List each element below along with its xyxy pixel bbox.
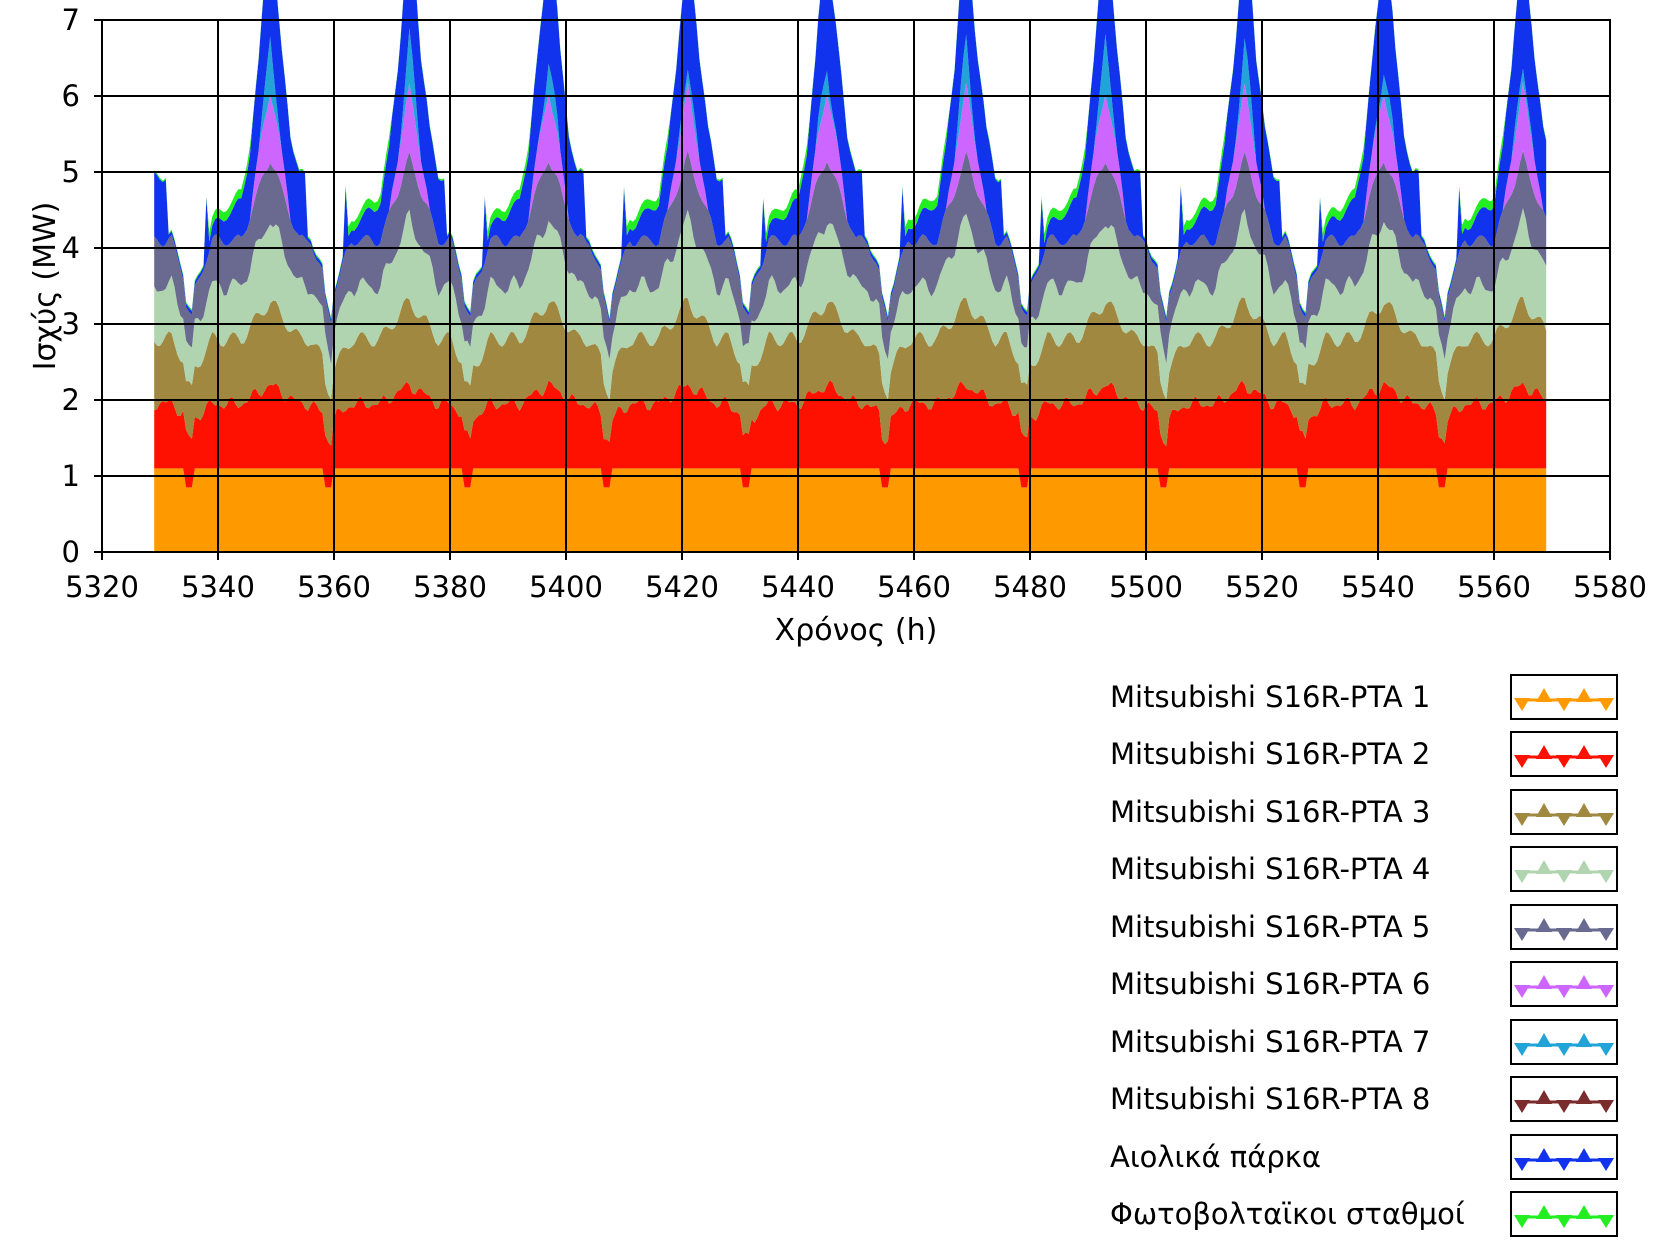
legend-swatch bbox=[1510, 731, 1618, 777]
legend-label: Mitsubishi S16R-PTA 8 bbox=[1110, 1082, 1510, 1116]
y-tick-label: 0 bbox=[62, 535, 80, 569]
x-tick-label: 5360 bbox=[297, 570, 371, 604]
legend-swatch bbox=[1510, 674, 1618, 720]
legend-item: Mitsubishi S16R-PTA 3 bbox=[1110, 783, 1640, 841]
legend-swatch bbox=[1510, 1019, 1618, 1065]
x-tick-label: 5420 bbox=[645, 570, 719, 604]
x-axis-title: Χρόνος (h) bbox=[775, 613, 938, 648]
x-tick-label: 5320 bbox=[65, 570, 139, 604]
area-series-group bbox=[154, 0, 1546, 552]
x-axis-ticks: 5320 5340 5360 5380 5400 5420 5440 5460 5480 5500… bbox=[65, 552, 1647, 604]
legend-label: Φωτοβολταϊκοι σταθμοί bbox=[1110, 1197, 1510, 1231]
y-axis-title: Ισχύς (MW) bbox=[28, 202, 63, 371]
area-series-1 bbox=[154, 468, 1546, 552]
x-tick-label: 5560 bbox=[1457, 570, 1531, 604]
y-tick-label: 7 bbox=[62, 3, 80, 37]
x-tick-label: 5440 bbox=[761, 570, 835, 604]
y-tick-label: 6 bbox=[62, 79, 80, 113]
x-tick-label: 5340 bbox=[181, 570, 255, 604]
legend-swatch bbox=[1510, 1191, 1618, 1237]
x-tick-label: 5480 bbox=[993, 570, 1067, 604]
legend-label: Mitsubishi S16R-PTA 4 bbox=[1110, 852, 1510, 886]
legend-item: Αιολικά πάρκα bbox=[1110, 1128, 1640, 1186]
legend-label: Mitsubishi S16R-PTA 1 bbox=[1110, 680, 1510, 714]
legend-label: Mitsubishi S16R-PTA 7 bbox=[1110, 1025, 1510, 1059]
y-tick-label: 5 bbox=[62, 155, 80, 189]
legend-label: Mitsubishi S16R-PTA 3 bbox=[1110, 795, 1510, 829]
legend-label: Αιολικά πάρκα bbox=[1110, 1140, 1510, 1174]
legend-item: Mitsubishi S16R-PTA 5 bbox=[1110, 898, 1640, 956]
legend-item: Mitsubishi S16R-PTA 1 bbox=[1110, 668, 1640, 726]
legend-item: Φωτοβολταϊκοι σταθμοί bbox=[1110, 1186, 1640, 1243]
y-tick-label: 1 bbox=[62, 459, 80, 493]
y-axis-ticks: 0 1 2 3 4 5 6 7 bbox=[62, 3, 102, 569]
x-tick-label: 5500 bbox=[1109, 570, 1183, 604]
legend-swatch bbox=[1510, 1076, 1618, 1122]
legend-item: Mitsubishi S16R-PTA 6 bbox=[1110, 956, 1640, 1014]
legend-item: Mitsubishi S16R-PTA 4 bbox=[1110, 841, 1640, 899]
x-tick-label: 5460 bbox=[877, 570, 951, 604]
legend-swatch bbox=[1510, 904, 1618, 950]
legend-swatch bbox=[1510, 789, 1618, 835]
y-tick-label: 2 bbox=[62, 383, 80, 417]
legend-label: Mitsubishi S16R-PTA 2 bbox=[1110, 737, 1510, 771]
legend-swatch bbox=[1510, 846, 1618, 892]
x-tick-label: 5540 bbox=[1341, 570, 1415, 604]
legend-item: Mitsubishi S16R-PTA 8 bbox=[1110, 1071, 1640, 1129]
x-tick-label: 5400 bbox=[529, 570, 603, 604]
y-tick-label: 4 bbox=[62, 231, 80, 265]
legend-item: Mitsubishi S16R-PTA 2 bbox=[1110, 726, 1640, 784]
legend-swatch bbox=[1510, 1134, 1618, 1180]
legend-swatch bbox=[1510, 961, 1618, 1007]
y-tick-label: 3 bbox=[62, 307, 80, 341]
legend: Mitsubishi S16R-PTA 1 Mitsubishi S16R-PTA… bbox=[1110, 668, 1640, 1243]
x-tick-label: 5520 bbox=[1225, 570, 1299, 604]
x-tick-label: 5380 bbox=[413, 570, 487, 604]
legend-label: Mitsubishi S16R-PTA 6 bbox=[1110, 967, 1510, 1001]
legend-item: Mitsubishi S16R-PTA 7 bbox=[1110, 1013, 1640, 1071]
x-tick-label: 5580 bbox=[1573, 570, 1647, 604]
legend-label: Mitsubishi S16R-PTA 5 bbox=[1110, 910, 1510, 944]
